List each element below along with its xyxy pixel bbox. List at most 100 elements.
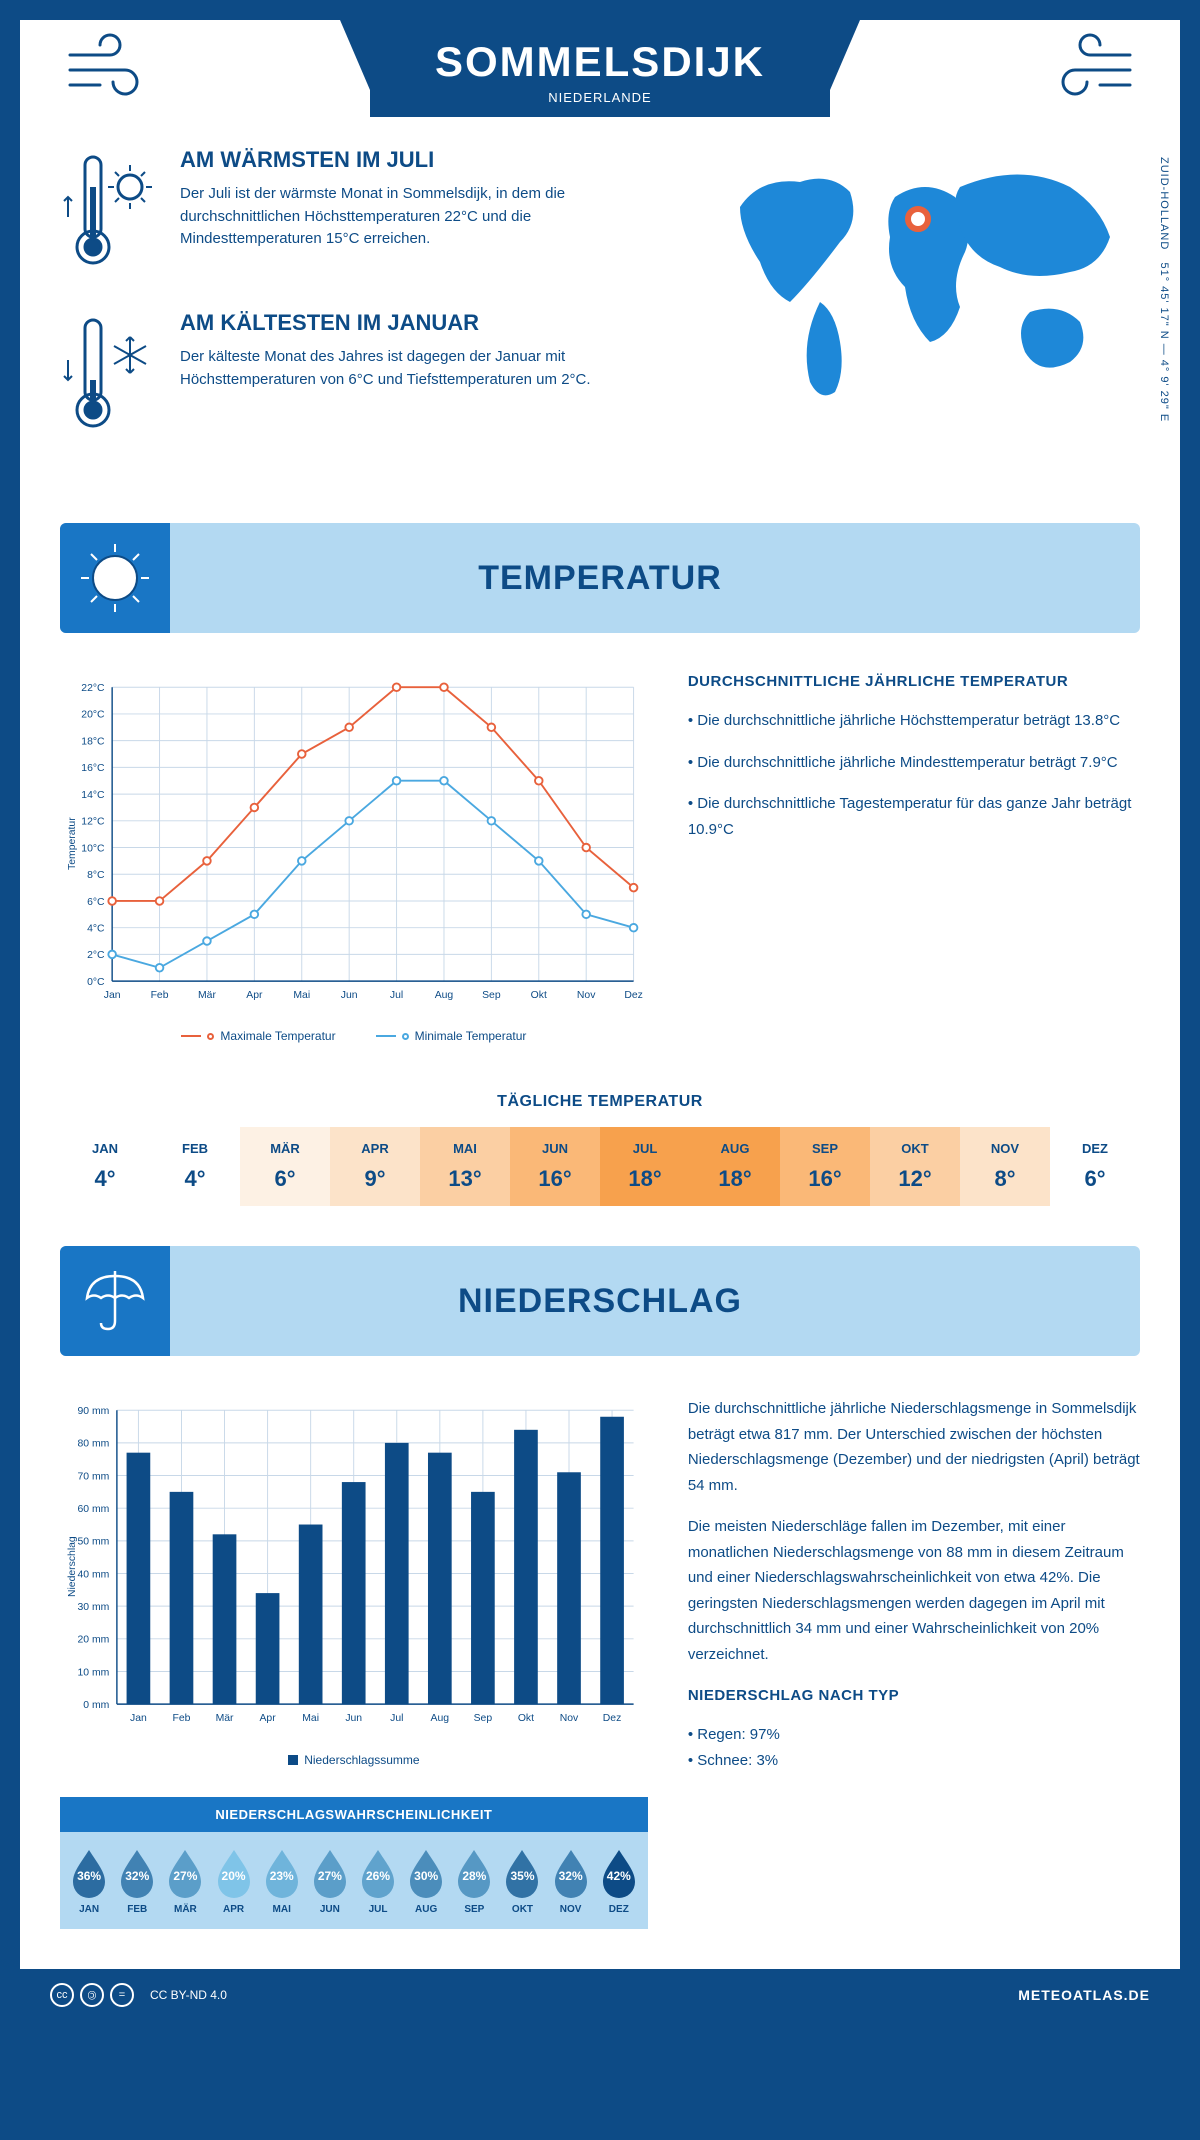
coldest-title: AM KÄLTESTEN IM JANUAR (180, 310, 670, 336)
daily-temp-cell: SEP16° (780, 1127, 870, 1206)
coldest-block: AM KÄLTESTEN IM JANUAR Der kälteste Mona… (60, 310, 670, 445)
site-name: METEOATLAS.DE (1018, 1987, 1150, 2003)
temperature-summary: DURCHSCHNITTLICHE JÄHRLICHE TEMPERATUR •… (688, 673, 1140, 1043)
svg-text:10°C: 10°C (81, 843, 105, 854)
svg-text:Temperatur: Temperatur (67, 817, 78, 870)
umbrella-icon (60, 1246, 170, 1356)
probability-cell: 30% AUG (403, 1846, 449, 1915)
probability-cell: 36% JAN (66, 1846, 112, 1915)
city-name: SOMMELSDIJK (370, 38, 830, 86)
thermometer-hot-icon (60, 147, 160, 282)
svg-text:Apr: Apr (259, 1714, 276, 1725)
svg-text:Niederschlag: Niederschlag (67, 1536, 78, 1597)
temp-bullet: • Die durchschnittliche Tagestemperatur … (688, 791, 1140, 842)
daily-temp-cell: NOV8° (960, 1127, 1050, 1206)
svg-text:Mär: Mär (216, 1714, 234, 1725)
svg-text:16°C: 16°C (81, 763, 105, 774)
daily-temp-cell: JAN4° (60, 1127, 150, 1206)
temperature-legend: Maximale Temperatur Minimale Temperatur (60, 1029, 648, 1043)
wind-icon-right (1030, 20, 1150, 110)
daily-temp-cell: MAI13° (420, 1127, 510, 1206)
svg-text:Mai: Mai (302, 1714, 319, 1725)
svg-text:Jul: Jul (390, 990, 403, 1001)
svg-text:2°C: 2°C (87, 950, 105, 961)
wind-icon-left (50, 20, 170, 110)
svg-text:Mai: Mai (293, 990, 310, 1001)
temperature-chart: 0°C2°C4°C6°C8°C10°C12°C14°C16°C18°C20°C2… (60, 673, 648, 1043)
svg-text:Nov: Nov (577, 990, 596, 1001)
svg-text:22°C: 22°C (81, 683, 105, 694)
svg-text:20°C: 20°C (81, 710, 105, 721)
svg-text:Aug: Aug (435, 990, 454, 1001)
svg-text:Mär: Mär (198, 990, 216, 1001)
svg-text:Jun: Jun (345, 1714, 362, 1725)
precipitation-title: NIEDERSCHLAG (170, 1282, 1140, 1321)
svg-text:Aug: Aug (431, 1714, 450, 1725)
warmest-title: AM WÄRMSTEN IM JULI (180, 147, 670, 173)
svg-text:70 mm: 70 mm (77, 1472, 109, 1483)
coordinates: ZUID-HOLLAND 51° 45' 17" N — 4° 9' 29" E (1158, 157, 1170, 422)
svg-text:50 mm: 50 mm (77, 1537, 109, 1548)
probability-cell: 27% MÄR (162, 1846, 208, 1915)
svg-text:4°C: 4°C (87, 923, 105, 934)
svg-text:Okt: Okt (531, 990, 547, 1001)
svg-text:Apr: Apr (246, 990, 263, 1001)
precipitation-chart: 0 mm10 mm20 mm30 mm40 mm50 mm60 mm70 mm8… (60, 1396, 648, 1766)
coldest-text: Der kälteste Monat des Jahres ist dagege… (180, 346, 670, 391)
svg-text:Jul: Jul (390, 1714, 403, 1725)
infographic-page: SOMMELSDIJK NIEDERLANDE AM WÄRMSTEN IM J… (20, 20, 1180, 2021)
temperature-section-bar: TEMPERATUR (60, 523, 1140, 633)
svg-text:Dez: Dez (603, 1714, 622, 1725)
svg-text:Sep: Sep (474, 1714, 493, 1725)
svg-text:60 mm: 60 mm (77, 1504, 109, 1515)
warmest-block: AM WÄRMSTEN IM JULI Der Juli ist der wär… (60, 147, 670, 282)
svg-text:Feb: Feb (151, 990, 169, 1001)
precip-type-item: • Schnee: 3% (688, 1748, 1140, 1774)
svg-text:Jan: Jan (104, 990, 121, 1001)
svg-text:80 mm: 80 mm (77, 1439, 109, 1450)
world-map: ZUID-HOLLAND 51° 45' 17" N — 4° 9' 29" E (700, 147, 1140, 473)
daily-temp-cell: FEB4° (150, 1127, 240, 1206)
warmest-text: Der Juli ist der wärmste Monat in Sommel… (180, 183, 670, 251)
probability-cell: 28% SEP (451, 1846, 497, 1915)
svg-text:0 mm: 0 mm (83, 1700, 109, 1711)
svg-text:12°C: 12°C (81, 817, 105, 828)
svg-text:10 mm: 10 mm (77, 1668, 109, 1679)
svg-text:8°C: 8°C (87, 870, 105, 881)
overview-row: AM WÄRMSTEN IM JULI Der Juli ist der wär… (20, 117, 1180, 503)
svg-text:Dez: Dez (624, 990, 643, 1001)
precip-paragraph: Die meisten Niederschläge fallen im Deze… (688, 1514, 1140, 1667)
svg-text:90 mm: 90 mm (77, 1406, 109, 1417)
precipitation-legend: Niederschlagssumme (60, 1753, 648, 1767)
probability-cell: 23% MAI (259, 1846, 305, 1915)
license-text: CC BY-ND 4.0 (150, 1988, 227, 2002)
probability-cell: 27% JUN (307, 1846, 353, 1915)
daily-temp-cell: JUN16° (510, 1127, 600, 1206)
probability-cell: 42% DEZ (596, 1846, 642, 1915)
probability-cell: 35% OKT (499, 1846, 545, 1915)
svg-text:Sep: Sep (482, 990, 501, 1001)
probability-cell: 20% APR (210, 1846, 256, 1915)
daily-temp-cell: MÄR6° (240, 1127, 330, 1206)
header-banner: SOMMELSDIJK NIEDERLANDE (370, 20, 830, 117)
svg-text:18°C: 18°C (81, 736, 105, 747)
svg-text:14°C: 14°C (81, 790, 105, 801)
precip-paragraph: Die durchschnittliche jährliche Niedersc… (688, 1396, 1140, 1498)
svg-text:6°C: 6°C (87, 897, 105, 908)
daily-temp-title: TÄGLICHE TEMPERATUR (20, 1093, 1180, 1111)
svg-text:Okt: Okt (518, 1714, 534, 1725)
svg-text:20 mm: 20 mm (77, 1635, 109, 1646)
probability-cell: 32% FEB (114, 1846, 160, 1915)
daily-temp-bar: JAN4° FEB4° MÄR6° APR9° MAI13° JUN16° JU… (60, 1127, 1140, 1206)
header-row: SOMMELSDIJK NIEDERLANDE (20, 20, 1180, 117)
probability-title: NIEDERSCHLAGSWAHRSCHEINLICHKEIT (60, 1797, 648, 1832)
footer: cc🄯= CC BY-ND 4.0 METEOATLAS.DE (20, 1969, 1180, 2021)
svg-text:Nov: Nov (560, 1714, 579, 1725)
daily-temp-cell: JUL18° (600, 1127, 690, 1206)
temperature-title: TEMPERATUR (170, 559, 1140, 598)
svg-text:30 mm: 30 mm (77, 1602, 109, 1613)
daily-temp-cell: AUG18° (690, 1127, 780, 1206)
svg-text:Jan: Jan (130, 1714, 147, 1725)
country-name: NIEDERLANDE (370, 90, 830, 105)
precip-type-title: NIEDERSCHLAG NACH TYP (688, 1687, 1140, 1704)
